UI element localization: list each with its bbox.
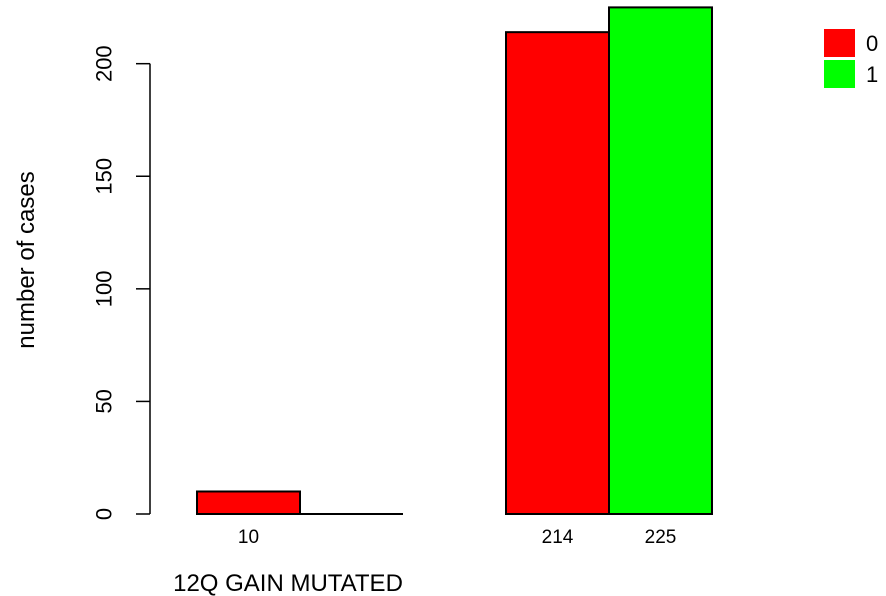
y-axis-title: number of cases xyxy=(13,171,40,348)
bar-group2-series-0 xyxy=(505,31,610,516)
bar-value-label: 214 xyxy=(542,527,574,548)
bar-value-label: 10 xyxy=(238,527,259,548)
y-tick-label: 100 xyxy=(92,270,117,307)
y-axis: 0 50 100 150 200 xyxy=(92,45,151,520)
legend-swatch-1 xyxy=(824,60,855,88)
bar-group2-series-1 xyxy=(608,6,713,515)
bars-layer xyxy=(196,6,713,516)
y-tick-label: 0 xyxy=(92,508,117,520)
y-tick-label: 150 xyxy=(92,158,117,195)
bar-labels-layer: 10 214 225 xyxy=(238,527,676,548)
x-axis-title: 12Q GAIN MUTATED xyxy=(173,570,403,596)
bar-value-label: 225 xyxy=(645,527,677,548)
y-tick-label: 50 xyxy=(92,389,117,413)
legend: 01 xyxy=(824,29,878,88)
y-tick-label: 200 xyxy=(92,45,117,82)
legend-label-0: 0 xyxy=(866,31,878,56)
bar-group1-series-0 xyxy=(196,490,301,516)
legend-label-1: 1 xyxy=(866,62,878,87)
legend-swatch-0 xyxy=(824,29,855,57)
